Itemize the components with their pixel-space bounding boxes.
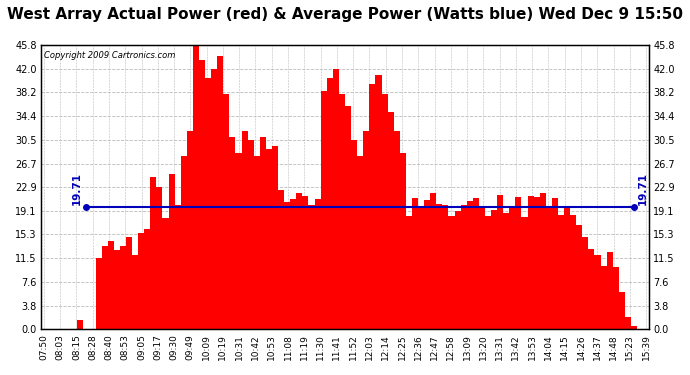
Bar — [302, 196, 308, 329]
Bar — [466, 201, 473, 329]
Bar — [509, 208, 515, 329]
Bar — [570, 214, 576, 329]
Bar — [120, 246, 126, 329]
Bar — [503, 213, 509, 329]
Bar — [193, 44, 199, 329]
Bar — [241, 131, 248, 329]
Bar — [400, 153, 406, 329]
Bar — [363, 131, 369, 329]
Bar — [448, 216, 455, 329]
Bar — [126, 237, 132, 329]
Bar — [479, 208, 485, 329]
Bar — [430, 194, 436, 329]
Bar — [461, 205, 466, 329]
Bar — [266, 149, 272, 329]
Bar — [412, 198, 418, 329]
Bar — [144, 229, 150, 329]
Bar — [217, 56, 224, 329]
Bar — [199, 60, 205, 329]
Bar — [589, 249, 595, 329]
Bar — [473, 198, 479, 329]
Bar — [582, 237, 589, 329]
Bar — [162, 217, 168, 329]
Bar — [315, 199, 321, 329]
Bar — [369, 84, 375, 329]
Bar — [522, 217, 528, 329]
Text: West Array Actual Power (red) & Average Power (Watts blue) Wed Dec 9 15:50: West Array Actual Power (red) & Average … — [7, 8, 683, 22]
Text: Copyright 2009 Cartronics.com: Copyright 2009 Cartronics.com — [44, 51, 175, 60]
Bar — [333, 69, 339, 329]
Bar — [345, 106, 351, 329]
Bar — [607, 252, 613, 329]
Bar — [418, 207, 424, 329]
Bar — [308, 205, 315, 329]
Bar — [248, 140, 254, 329]
Bar — [552, 198, 558, 329]
Text: 19.71: 19.71 — [72, 172, 82, 205]
Bar — [290, 199, 296, 329]
Bar — [272, 146, 278, 329]
Bar — [455, 211, 461, 329]
Bar — [339, 94, 345, 329]
Bar — [77, 320, 83, 329]
Bar — [540, 193, 546, 329]
Bar — [442, 205, 448, 329]
Bar — [631, 326, 637, 329]
Bar — [436, 204, 442, 329]
Bar — [619, 292, 625, 329]
Bar — [564, 208, 570, 329]
Bar — [576, 225, 582, 329]
Bar — [613, 267, 619, 329]
Bar — [533, 197, 540, 329]
Bar — [132, 255, 138, 329]
Bar — [424, 200, 430, 329]
Bar — [406, 216, 412, 329]
Text: 19.71: 19.71 — [638, 172, 648, 205]
Bar — [595, 255, 600, 329]
Bar — [181, 156, 187, 329]
Bar — [168, 174, 175, 329]
Bar — [382, 94, 388, 329]
Bar — [108, 241, 114, 329]
Bar — [497, 195, 503, 329]
Bar — [229, 137, 235, 329]
Bar — [235, 153, 242, 329]
Bar — [187, 131, 193, 329]
Bar — [528, 196, 533, 329]
Bar — [388, 112, 394, 329]
Bar — [205, 78, 211, 329]
Bar — [600, 266, 607, 329]
Bar — [515, 197, 522, 329]
Bar — [558, 215, 564, 329]
Bar — [278, 190, 284, 329]
Bar — [224, 94, 229, 329]
Bar — [394, 131, 400, 329]
Bar — [254, 156, 260, 329]
Bar — [351, 140, 357, 329]
Bar — [150, 177, 157, 329]
Bar — [625, 317, 631, 329]
Bar — [211, 69, 217, 329]
Bar — [357, 156, 363, 329]
Bar — [95, 258, 101, 329]
Bar — [114, 250, 120, 329]
Bar — [546, 206, 552, 329]
Bar — [375, 75, 382, 329]
Bar — [327, 78, 333, 329]
Bar — [485, 216, 491, 329]
Bar — [157, 187, 162, 329]
Bar — [284, 202, 290, 329]
Bar — [138, 233, 144, 329]
Bar — [101, 246, 108, 329]
Bar — [175, 205, 181, 329]
Bar — [491, 210, 497, 329]
Bar — [296, 193, 302, 329]
Bar — [321, 90, 327, 329]
Bar — [260, 137, 266, 329]
